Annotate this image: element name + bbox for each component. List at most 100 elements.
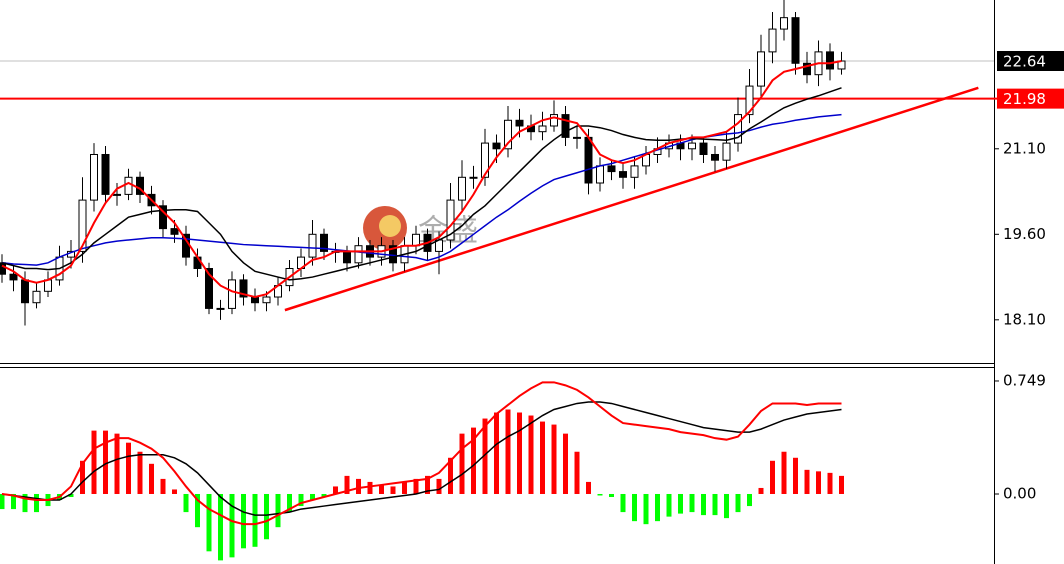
candle-body	[780, 17, 788, 30]
candle-body	[343, 250, 351, 264]
price-tag	[997, 88, 1064, 109]
indicator-line	[1, 401, 842, 516]
candle-body	[124, 176, 133, 195]
candle-body	[791, 17, 800, 64]
histogram-bar	[333, 486, 338, 494]
candle-body	[734, 114, 742, 144]
candle-body	[389, 245, 397, 264]
histogram-bar	[218, 493, 223, 561]
histogram-bar	[0, 493, 5, 510]
y-tick-label: 19.60	[1003, 225, 1046, 243]
histogram-bar	[390, 486, 396, 494]
histogram-bar	[839, 475, 844, 494]
candle-body	[9, 273, 18, 281]
candle-body	[561, 114, 570, 138]
candle-body	[711, 153, 719, 161]
candle-body	[619, 171, 627, 178]
histogram-bar	[505, 409, 511, 494]
histogram-bar	[275, 493, 281, 528]
histogram-bar	[149, 463, 154, 494]
candle-body	[101, 153, 110, 195]
histogram-bar	[655, 493, 660, 522]
candle-body	[757, 51, 765, 87]
histogram-bar	[195, 493, 200, 528]
candle-body	[826, 51, 834, 70]
candle-body	[630, 165, 639, 178]
histogram-bar	[160, 478, 166, 494]
histogram-bar	[402, 481, 407, 494]
candle-body	[768, 28, 777, 53]
histogram-bar	[172, 489, 177, 494]
histogram-bar	[91, 430, 97, 494]
histogram-bar	[724, 493, 729, 519]
candle-body	[803, 62, 811, 76]
candle-body	[412, 233, 420, 247]
histogram-bar	[609, 493, 614, 498]
price-tag-label: 22.64	[1003, 52, 1046, 70]
candle-body	[492, 142, 501, 150]
histogram-bar	[68, 493, 74, 498]
histogram-bar	[574, 451, 580, 494]
histogram-bar	[712, 493, 718, 516]
histogram-bar	[701, 493, 706, 516]
candle-body	[550, 114, 558, 127]
histogram-bar	[22, 493, 28, 513]
candle-body	[159, 205, 167, 230]
histogram-bar	[379, 484, 384, 494]
histogram-bar	[34, 493, 39, 513]
histogram-bar	[678, 493, 683, 514]
y-tick-label: 18.10	[1003, 310, 1046, 328]
histogram-bar	[471, 427, 476, 494]
candle-body	[228, 279, 236, 309]
histogram-bar	[666, 493, 672, 517]
histogram-bar	[206, 493, 212, 552]
candle-body	[170, 228, 179, 235]
candle-body	[216, 307, 225, 310]
candle-body	[308, 233, 317, 258]
candle-body	[354, 245, 363, 264]
histogram-bar	[551, 424, 557, 494]
histogram-bar	[540, 421, 545, 494]
indicator-line	[1, 60, 842, 299]
indicator-line	[1, 381, 842, 526]
histogram-bar	[793, 457, 798, 494]
histogram-bar	[264, 493, 269, 540]
histogram-bar	[770, 460, 775, 494]
histogram-bar	[781, 451, 787, 494]
histogram-bar	[459, 433, 465, 494]
histogram-bar	[103, 430, 108, 494]
candle-body	[0, 262, 6, 275]
candle-body	[538, 125, 547, 133]
histogram-bar	[367, 481, 373, 494]
trendline	[284, 86, 979, 312]
histogram-bar	[758, 487, 764, 494]
candle-body	[205, 268, 213, 309]
candle-body	[688, 142, 696, 150]
histogram-bar	[436, 478, 442, 494]
histogram-bar	[643, 493, 649, 525]
histogram-bar	[747, 493, 752, 507]
histogram-bar	[126, 442, 131, 494]
histogram-bar	[114, 433, 120, 494]
histogram-bar	[597, 493, 603, 496]
histogram-bar	[620, 493, 626, 513]
histogram-bar	[816, 471, 821, 494]
price-tag-label: 21.98	[1003, 90, 1046, 108]
histogram-bar	[804, 469, 810, 494]
histogram-bar	[137, 451, 143, 494]
histogram-bar	[494, 412, 499, 494]
histogram-bar	[11, 493, 16, 510]
histogram-bar	[80, 460, 85, 494]
candle-body	[699, 142, 708, 155]
candle-body	[239, 279, 248, 298]
candle-body	[320, 233, 328, 252]
candle-body	[469, 176, 478, 179]
candle-body	[596, 165, 604, 184]
histogram-bar	[298, 493, 304, 507]
candle-body	[504, 119, 512, 150]
histogram-bar	[413, 478, 419, 494]
histogram-bar	[287, 493, 292, 513]
candle-body	[113, 193, 121, 196]
histogram-bar	[229, 493, 235, 558]
